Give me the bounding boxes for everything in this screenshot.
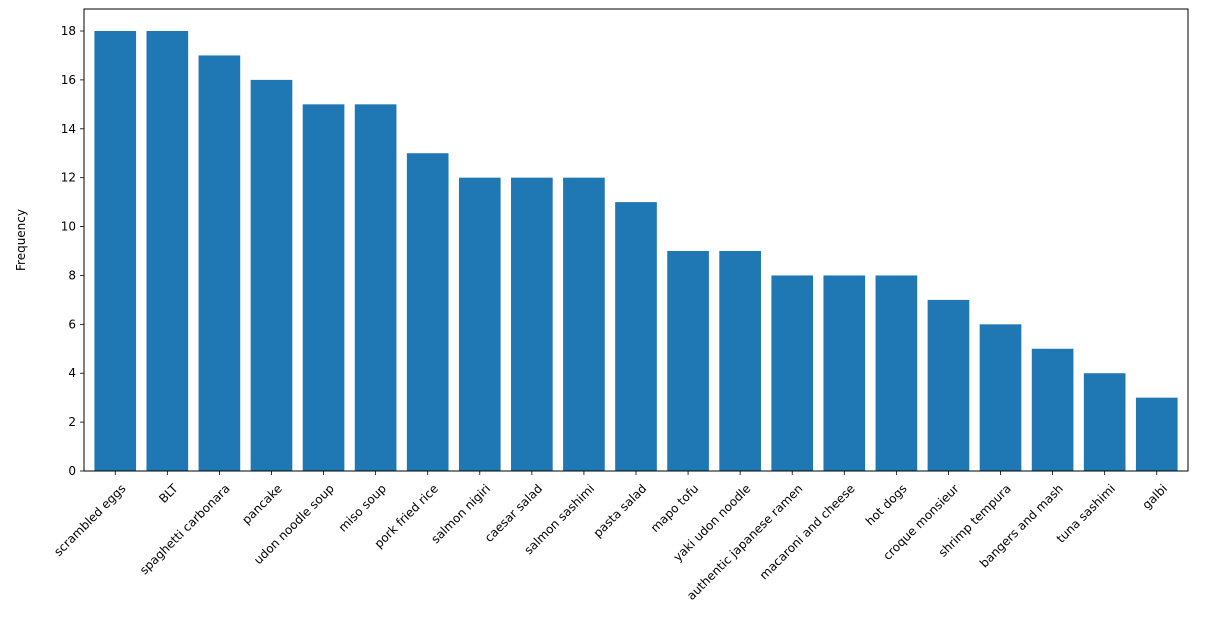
y-tick-label: 18	[61, 24, 76, 38]
bar-7	[458, 177, 501, 471]
y-tick-label: 6	[68, 317, 76, 331]
y-axis-label: Frequency	[14, 209, 28, 271]
y-tick-label: 12	[61, 171, 76, 185]
bars-group	[94, 31, 1178, 471]
bar-13	[771, 275, 814, 471]
bar-19	[1083, 373, 1126, 471]
y-tick-label: 8	[68, 268, 76, 282]
y-tick-label: 10	[61, 220, 76, 234]
bar-18	[1031, 348, 1074, 471]
bar-11	[667, 251, 709, 471]
bar-5	[354, 104, 397, 471]
y-tick-label: 4	[68, 366, 76, 380]
y-tick-label: 2	[68, 415, 76, 429]
bar-4	[302, 104, 345, 471]
y-tick-label: 14	[61, 122, 76, 136]
y-tick-label: 0	[68, 464, 76, 478]
bar-2	[198, 55, 241, 471]
bar-14	[823, 275, 866, 471]
plot-frame	[83, 8, 1189, 472]
y-tick-label: 16	[61, 73, 76, 87]
bar-20	[1135, 397, 1178, 471]
bar-0	[94, 31, 137, 471]
bar-9	[563, 177, 605, 471]
bar-1	[146, 31, 189, 471]
bar-6	[406, 153, 449, 471]
bar-8	[511, 177, 553, 471]
bar-16	[927, 299, 970, 471]
bar-10	[615, 202, 657, 471]
bar-15	[875, 275, 918, 471]
y-axis-ticks: 0 2 4 6 8 10 12 14 16 18	[61, 24, 84, 478]
bar-17	[979, 324, 1022, 471]
bar-12	[719, 251, 761, 471]
bar-3	[250, 79, 293, 471]
